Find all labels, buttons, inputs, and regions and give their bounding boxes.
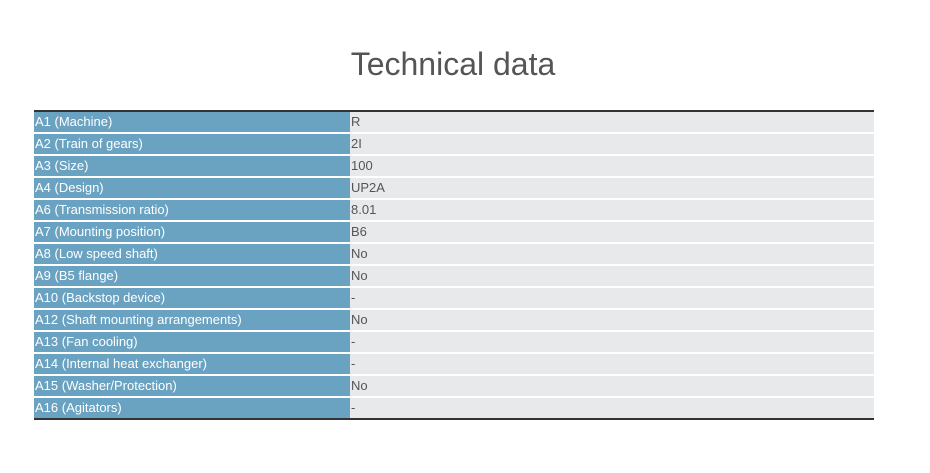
row-label: A16 (Agitators) [34, 397, 350, 419]
table-row: A15 (Washer/Protection) No [34, 375, 874, 398]
row-label: A13 (Fan cooling) [34, 331, 350, 354]
row-value: UP2A [350, 177, 874, 200]
row-value: 100 [350, 155, 874, 178]
row-label: A4 (Design) [34, 177, 350, 200]
title: Technical data [350, 46, 556, 82]
row-label: A14 (Internal heat exchanger) [34, 353, 350, 376]
row-label: A6 (Transmission ratio) [34, 199, 350, 222]
table-row: A7 (Mounting position) B6 [34, 221, 874, 244]
row-label: A15 (Washer/Protection) [34, 375, 350, 398]
row-label: A2 (Train of gears) [34, 133, 350, 156]
row-value: No [350, 375, 874, 398]
row-value: No [350, 265, 874, 288]
row-value: - [350, 353, 874, 376]
row-value: No [350, 243, 874, 266]
row-value: - [350, 287, 874, 310]
row-value: 2I [350, 133, 874, 156]
row-label: A8 (Low speed shaft) [34, 243, 350, 266]
row-value: R [350, 111, 874, 134]
row-label: A9 (B5 flange) [34, 265, 350, 288]
row-label: A7 (Mounting position) [34, 221, 350, 244]
table-row: A16 (Agitators) - [34, 397, 874, 419]
table-row: A3 (Size) 100 [34, 155, 874, 178]
row-value: B6 [350, 221, 874, 244]
row-label: A12 (Shaft mounting arrangements) [34, 309, 350, 332]
table-row: A10 (Backstop device) - [34, 287, 874, 310]
row-value: - [350, 397, 874, 419]
table-row: A14 (Internal heat exchanger) - [34, 353, 874, 376]
table-row: A2 (Train of gears) 2I [34, 133, 874, 156]
row-label: A1 (Machine) [34, 111, 350, 134]
table-row: A8 (Low speed shaft) No [34, 243, 874, 266]
row-label: A3 (Size) [34, 155, 350, 178]
table-row: A9 (B5 flange) No [34, 265, 874, 288]
table-row: A13 (Fan cooling) - [34, 331, 874, 354]
row-value: 8.01 [350, 199, 874, 222]
table-row: A1 (Machine) R [34, 111, 874, 134]
table-row: A12 (Shaft mounting arrangements) No [34, 309, 874, 332]
table-row: A6 (Transmission ratio) 8.01 [34, 199, 874, 222]
row-value: No [350, 309, 874, 332]
data-table: A1 (Machine) R A2 (Train of gears) 2I A3 (Si… [34, 110, 874, 420]
row-label: A10 (Backstop device) [34, 287, 350, 310]
row-value: - [350, 331, 874, 354]
table-row: A4 (Design) UP2A [34, 177, 874, 200]
